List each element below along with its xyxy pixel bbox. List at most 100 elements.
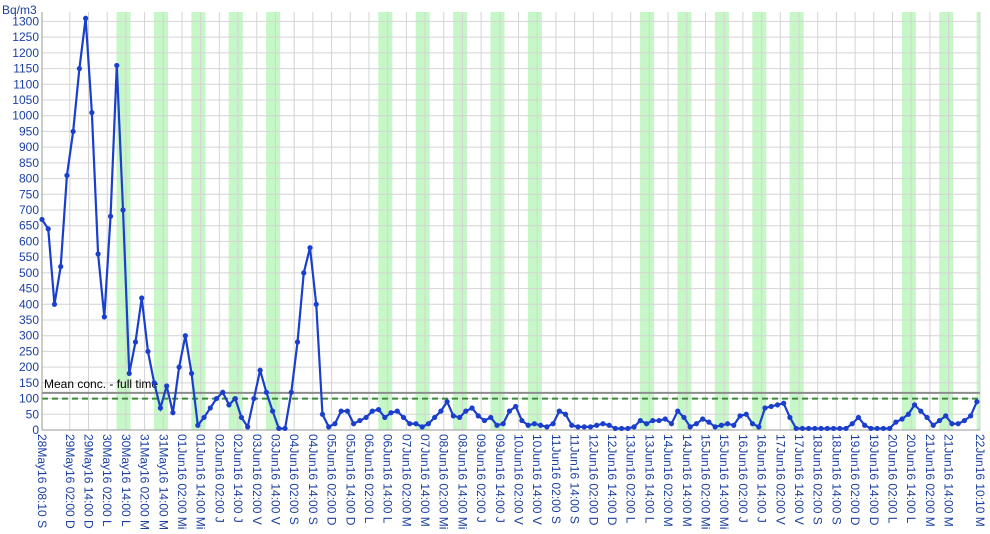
highlight-band [378,12,393,430]
x-tick-label: 31May16 02:00 M [138,434,152,530]
data-point [538,422,544,428]
y-tick-label: 550 [19,250,39,264]
data-point [887,425,893,432]
x-tick-label: 28May16 08:10 S [35,434,49,528]
data-point [550,421,556,427]
data-point [251,395,257,402]
x-tick-label: 08Jun16 14:00 Mi [455,434,469,529]
y-tick-label: 350 [19,313,39,327]
x-tick-label: 06Jun16 02:00 L [362,434,376,524]
data-point [936,417,943,424]
data-point [768,403,774,410]
data-point [974,399,980,405]
y-tick-label: 1000 [12,109,39,123]
data-point [45,226,51,232]
data-point [338,408,344,414]
x-tick-label: 09Jun16 14:00 J [493,434,507,523]
highlight-band [976,12,980,430]
highlight-band [752,12,767,430]
x-tick-label: 07Jun16 14:00 M [418,434,432,527]
data-point [949,421,955,427]
data-point [201,414,207,421]
data-point [101,314,107,320]
data-point [606,422,612,428]
x-tick-label: 30May16 02:00 L [100,434,114,527]
x-tick-label: 03Jun16 02:00 V [250,434,264,525]
x-tick-label: 12Jun16 14:00 D [605,434,619,526]
data-point [313,301,319,307]
data-point [681,414,687,421]
data-point [631,424,637,430]
highlight-band [453,12,468,430]
data-point [837,425,843,432]
data-point [220,389,226,395]
highlight-band [714,12,729,430]
reference-label: Mean conc. - full time [44,377,158,391]
data-point [731,422,737,428]
data-point [880,425,886,432]
data-point [444,399,450,405]
data-point [830,425,837,432]
y-tick-label: 400 [19,297,39,311]
x-tick-label: 08Jun16 02:00 Mi [437,434,451,529]
data-point [307,245,313,251]
highlight-band [490,12,505,430]
data-point [107,213,114,219]
x-tick-label: 20Jun16 02:00 L [885,434,899,524]
data-point [668,421,675,427]
data-point [513,403,519,410]
highlight-band [191,12,206,430]
data-point [793,425,799,432]
highlight-band [789,12,804,430]
data-point [182,333,188,339]
x-tick-label: 10Jun16 14:00 V [530,434,544,525]
x-tick-label: 16Jun16 14:00 J [755,434,769,523]
data-point [188,370,195,377]
data-point [226,402,232,408]
x-tick-label: 06Jun16 14:00 L [381,434,395,524]
data-point [139,295,145,301]
data-point [594,422,600,428]
data-point [213,395,220,402]
data-point [475,413,481,419]
y-tick-label: 1250 [12,30,39,44]
data-point [824,425,830,432]
data-point [781,400,787,406]
x-tick-label: 12Jun16 02:00 D [586,434,600,526]
x-tick-label: 03Jun16 14:00 V [268,434,282,525]
data-point [874,425,880,432]
x-tick-label: 01Jun16 14:00 Mi [194,434,208,529]
data-point [687,424,693,430]
data-point [207,405,213,411]
data-point [787,414,793,421]
y-tick-label: 250 [19,344,39,358]
data-point [394,408,400,414]
data-point [581,424,587,430]
data-point [157,405,164,411]
data-point [855,414,862,421]
data-point [600,421,606,427]
data-point [469,405,475,411]
data-point [961,417,968,424]
y-tick-label: 300 [19,329,39,343]
data-point [818,425,824,432]
data-point [145,348,151,355]
data-point [176,364,182,370]
x-tick-label: 16Jun16 02:00 J [736,434,750,523]
data-point [619,425,625,432]
data-point [743,411,749,417]
data-point [955,421,961,427]
y-tick-label: 50 [26,407,40,421]
data-point [382,414,388,421]
y-tick-label: 1150 [13,62,39,76]
x-tick-label: 29May16 02:00 D [63,434,77,529]
data-point [70,128,76,135]
data-point [612,425,618,432]
data-point [257,367,263,373]
x-tick-label: 18Jun16 02:00 S [811,434,825,525]
data-point [332,421,338,427]
x-tick-label: 02Jun16 02:00 J [212,434,226,523]
data-point [774,402,781,408]
data-point [749,421,756,427]
